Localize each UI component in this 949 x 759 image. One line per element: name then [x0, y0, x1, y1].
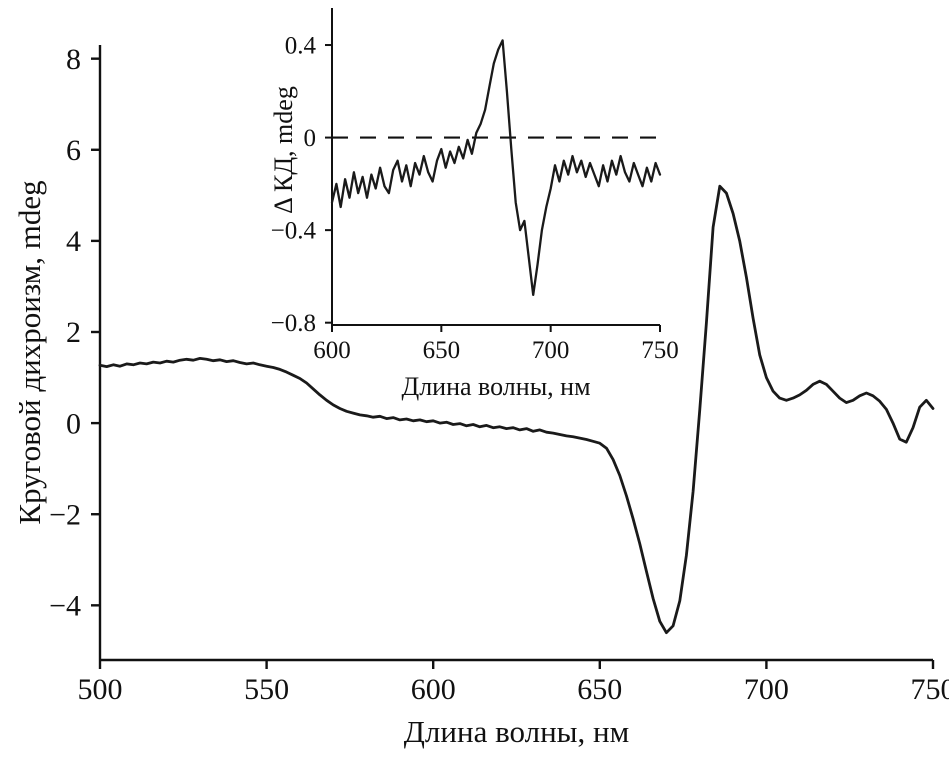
x-tick-label: 600	[411, 673, 456, 706]
x-tick-label: 700	[744, 673, 789, 706]
x-tick-label: 600	[313, 337, 351, 364]
x-tick-label: 700	[532, 337, 570, 364]
main-plot: 500 550 600 650 700 750 8 6 4 2 0 −2 −4 Длина волны, …	[12, 43, 949, 749]
y-tick-label: −0.8	[271, 310, 316, 337]
y-axis-title: Δ КД, mdeg	[269, 86, 298, 214]
x-tick-label: 550	[244, 673, 289, 706]
main-curve	[98, 184, 935, 635]
y-tick-label: 4	[66, 225, 81, 258]
y-tick-label: 6	[66, 134, 81, 167]
y-tick-label: 0	[66, 407, 81, 440]
y-tick-label: −0.4	[271, 218, 317, 245]
x-tick-label: 750	[641, 337, 679, 364]
inset-plot: 600 650 700 750 0.4 0 −0.4 −0.8 Длина волны, нм Δ…	[269, 8, 679, 401]
y-tick-label: 0	[304, 125, 317, 152]
y-tick-label: −2	[49, 498, 81, 531]
x-tick-label: 650	[423, 337, 461, 364]
x-tick-label: 650	[577, 673, 622, 706]
inset-curve	[330, 39, 662, 297]
y-tick-label: 8	[66, 43, 81, 76]
x-axis-title: Длина волны, нм	[404, 714, 629, 749]
y-tick-label: 2	[66, 316, 81, 349]
x-axis-title: Длина волны, нм	[401, 372, 590, 401]
x-tick-label: 500	[78, 673, 123, 706]
y-tick-label: 0.4	[285, 33, 317, 60]
x-tick-label: 750	[911, 673, 949, 706]
y-axis-title: Круговой дихроизм, mdeg	[12, 180, 47, 524]
y-tick-label: −4	[49, 590, 81, 623]
